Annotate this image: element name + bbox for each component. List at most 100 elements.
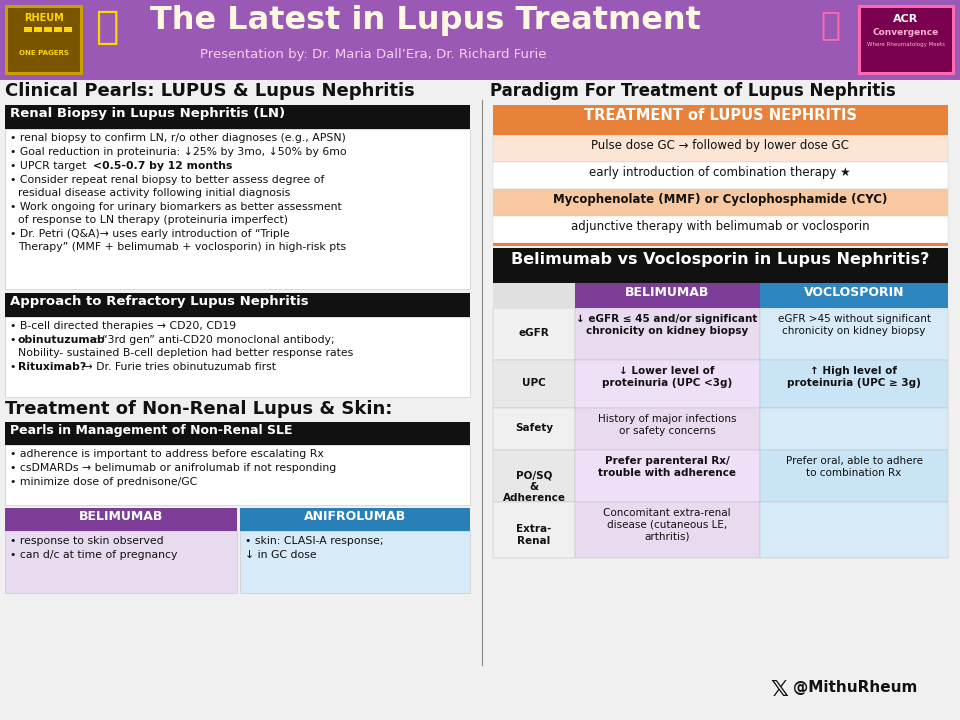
Bar — [5, 422, 470, 445]
Text: eGFR: eGFR — [518, 328, 549, 338]
Bar — [5, 5, 83, 75]
Text: UPC: UPC — [522, 378, 546, 388]
Text: • csDMARDs → belimumab or anifrolumab if not responding: • csDMARDs → belimumab or anifrolumab if… — [10, 463, 336, 473]
Text: • Consider repeat renal biopsy to better assess degree of: • Consider repeat renal biopsy to better… — [10, 175, 324, 185]
Bar — [24, 27, 32, 32]
Bar — [5, 293, 470, 317]
Text: The Latest in Lupus Treatment: The Latest in Lupus Treatment — [150, 5, 701, 36]
Text: PO/SQ
&
Adherence: PO/SQ & Adherence — [502, 470, 565, 503]
Text: ACR: ACR — [894, 14, 919, 24]
Text: Pearls in Management of Non-Renal SLE: Pearls in Management of Non-Renal SLE — [10, 424, 293, 437]
Text: eGFR >45 without significant
chronicity on kidney biopsy: eGFR >45 without significant chronicity … — [778, 314, 930, 336]
Text: History of major infections
or safety concerns: History of major infections or safety co… — [598, 414, 736, 436]
Bar — [493, 308, 575, 360]
Bar — [575, 450, 760, 502]
Text: • renal biopsy to confirm LN, r/o other diagnoses (e.g., APSN): • renal biopsy to confirm LN, r/o other … — [10, 133, 346, 143]
Text: early introduction of combination therapy ★: early introduction of combination therap… — [589, 166, 851, 179]
Bar — [575, 502, 760, 558]
Text: → Dr. Furie tries obinutuzumab first: → Dr. Furie tries obinutuzumab first — [80, 362, 276, 372]
Bar — [760, 502, 948, 558]
Text: • Goal reduction in proteinuria: ↓25% by 3mo, ↓50% by 6mo: • Goal reduction in proteinuria: ↓25% by… — [10, 147, 347, 157]
Bar — [575, 283, 760, 308]
Text: • B-cell directed therapies → CD20, CD19: • B-cell directed therapies → CD20, CD19 — [10, 321, 236, 331]
Bar — [8, 8, 80, 72]
Bar — [493, 135, 948, 162]
Text: TREATMENT of LUPUS NEPHRITIS: TREATMENT of LUPUS NEPHRITIS — [584, 108, 856, 123]
Bar — [44, 27, 52, 32]
Text: Prefer parenteral Rx/
trouble with adherence: Prefer parenteral Rx/ trouble with adher… — [598, 456, 736, 477]
Text: <0.5-0.7 by 12 months: <0.5-0.7 by 12 months — [93, 161, 232, 171]
Bar — [493, 189, 948, 216]
Bar — [493, 248, 948, 283]
Bar — [54, 27, 62, 32]
Text: residual disease activity following initial diagnosis: residual disease activity following init… — [18, 188, 290, 198]
Bar — [858, 5, 955, 75]
Text: of response to LN therapy (proteinuria imperfect): of response to LN therapy (proteinuria i… — [18, 215, 288, 225]
Text: Rituximab?: Rituximab? — [18, 362, 86, 372]
Text: Where Rheumatology Meets: Where Rheumatology Meets — [867, 42, 945, 47]
Text: • adherence is important to address before escalating Rx: • adherence is important to address befo… — [10, 449, 324, 459]
Bar — [493, 360, 575, 408]
Text: 🦋: 🦋 — [95, 8, 118, 46]
Bar — [34, 27, 42, 32]
Text: • Dr. Petri (Q&A)→ uses early introduction of “Triple: • Dr. Petri (Q&A)→ uses early introducti… — [10, 229, 290, 239]
Bar — [575, 408, 760, 450]
Text: 🫘: 🫘 — [820, 8, 840, 41]
Bar — [575, 308, 760, 360]
Text: adjunctive therapy with belimumab or voclosporin: adjunctive therapy with belimumab or voc… — [570, 220, 870, 233]
Text: BELIMUMAB: BELIMUMAB — [79, 510, 163, 523]
Bar — [5, 105, 470, 129]
Text: Therapy” (MMF + belimumab + voclosporin) in high-risk pts: Therapy” (MMF + belimumab + voclosporin)… — [18, 242, 347, 252]
Bar — [5, 508, 237, 531]
Bar — [861, 8, 952, 72]
Text: VOCLOSPORIN: VOCLOSPORIN — [804, 286, 904, 299]
Text: Approach to Refractory Lupus Nephritis: Approach to Refractory Lupus Nephritis — [10, 295, 308, 308]
Bar — [5, 531, 237, 593]
Text: • UPCR target: • UPCR target — [10, 161, 90, 171]
Bar — [493, 502, 575, 558]
Text: BELIMUMAB: BELIMUMAB — [625, 286, 709, 299]
Text: ↓ eGFR ≤ 45 and/or significant
chronicity on kidney biopsy: ↓ eGFR ≤ 45 and/or significant chronicit… — [576, 314, 757, 336]
Bar — [5, 445, 470, 505]
Text: Safety: Safety — [515, 423, 553, 433]
Bar — [760, 308, 948, 360]
Text: Paradigm For Treatment of Lupus Nephritis: Paradigm For Treatment of Lupus Nephriti… — [490, 82, 896, 100]
Bar — [493, 283, 575, 308]
Text: Treatment of Non-Renal Lupus & Skin:: Treatment of Non-Renal Lupus & Skin: — [5, 400, 393, 418]
Text: @MithuRheum: @MithuRheum — [793, 680, 918, 695]
Text: ↓ in GC dose: ↓ in GC dose — [245, 550, 317, 560]
Text: Convergence: Convergence — [873, 28, 939, 37]
Bar — [493, 450, 575, 502]
Bar — [493, 243, 948, 246]
Bar — [493, 216, 948, 243]
Text: • can d/c at time of pregnancy: • can d/c at time of pregnancy — [10, 550, 178, 560]
Text: Nobility- sustained B-cell depletion had better response rates: Nobility- sustained B-cell depletion had… — [18, 348, 353, 358]
Text: obinutuzumab: obinutuzumab — [18, 335, 106, 345]
Text: •: • — [10, 362, 20, 372]
Text: Concomitant extra-renal
disease (cutaneous LE,
arthritis): Concomitant extra-renal disease (cutaneo… — [603, 508, 731, 541]
Text: : “3rd gen” anti-CD20 monoclonal antibody;: : “3rd gen” anti-CD20 monoclonal antibod… — [95, 335, 335, 345]
Bar — [240, 508, 470, 531]
Bar — [760, 283, 948, 308]
Text: Clinical Pearls: LUPUS & Lupus Nephritis: Clinical Pearls: LUPUS & Lupus Nephritis — [5, 82, 415, 100]
Text: •: • — [10, 335, 20, 345]
Bar — [0, 0, 960, 80]
Bar — [64, 27, 72, 32]
Text: Pulse dose GC → followed by lower dose GC: Pulse dose GC → followed by lower dose G… — [591, 139, 849, 152]
Text: Prefer oral, able to adhere
to combination Rx: Prefer oral, able to adhere to combinati… — [785, 456, 923, 477]
Text: Presentation by: Dr. Maria Dall’Era, Dr. Richard Furie: Presentation by: Dr. Maria Dall’Era, Dr.… — [200, 48, 546, 61]
Text: ONE PAGERS: ONE PAGERS — [19, 50, 69, 56]
Bar — [5, 129, 470, 289]
Text: Renal Biopsy in Lupus Nephritis (LN): Renal Biopsy in Lupus Nephritis (LN) — [10, 107, 285, 120]
Bar — [493, 105, 948, 135]
Text: ANIFROLUMAB: ANIFROLUMAB — [304, 510, 406, 523]
Text: • Work ongoing for urinary biomarkers as better assessment: • Work ongoing for urinary biomarkers as… — [10, 202, 342, 212]
Bar — [493, 162, 948, 189]
Text: 𝕏: 𝕏 — [770, 680, 788, 700]
Bar — [575, 360, 760, 408]
Bar — [493, 408, 575, 450]
Bar — [760, 360, 948, 408]
Text: Mycophenolate (MMF) or Cyclophosphamide (CYC): Mycophenolate (MMF) or Cyclophosphamide … — [553, 193, 887, 206]
Bar — [5, 317, 470, 397]
Bar — [760, 408, 948, 450]
